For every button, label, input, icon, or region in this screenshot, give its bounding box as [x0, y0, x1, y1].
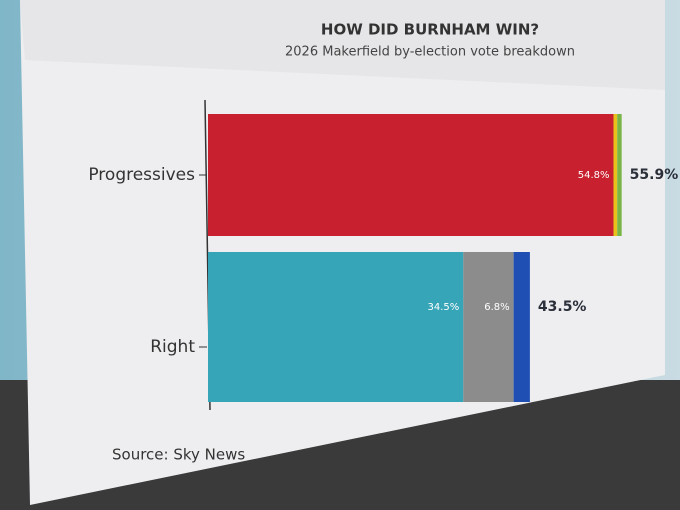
bar-segment — [208, 114, 614, 236]
bar-segment — [613, 114, 618, 236]
bar-segment — [617, 114, 622, 236]
source: Source: Sky News — [112, 446, 245, 464]
screen-header — [20, 0, 665, 90]
bar-segment — [463, 252, 514, 402]
segment-label: 6.8% — [484, 302, 509, 313]
total-label: 43.5% — [538, 299, 587, 315]
chart-subtitle: 2026 Makerfield by-election vote breakdo… — [285, 45, 575, 60]
category-label: Progressives — [88, 165, 195, 185]
segment-label: 34.5% — [428, 302, 460, 313]
segment-label: 54.8% — [578, 170, 610, 181]
bar-segment — [208, 252, 464, 402]
bar-segment — [513, 252, 530, 402]
chart-title: HOW DID BURNHAM WIN? — [321, 21, 539, 39]
total-label: 55.9% — [630, 167, 679, 183]
category-label: Right — [150, 337, 195, 357]
